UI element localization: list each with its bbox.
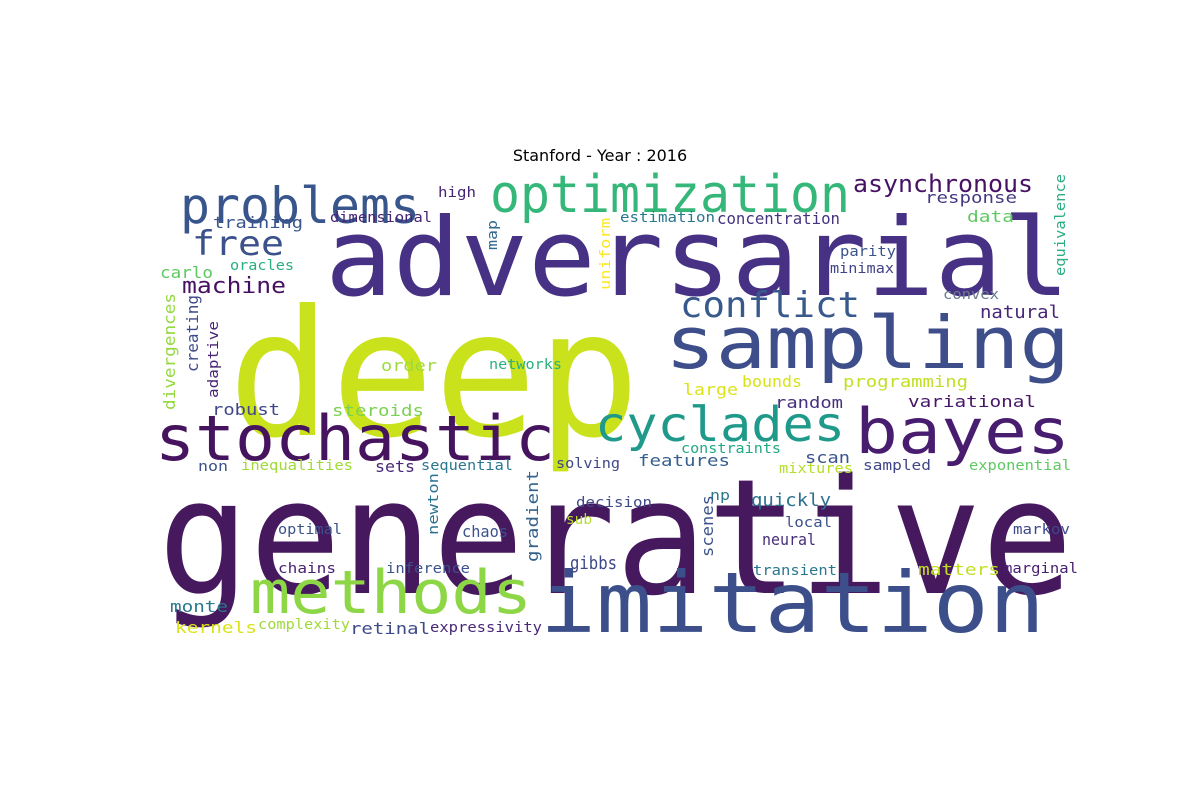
word-sampling: sampling [665, 301, 1070, 385]
word-scan: scan [805, 448, 850, 467]
word-non: non [198, 459, 228, 475]
word-transient: transient [753, 563, 837, 579]
word-conflict: conflict [680, 285, 860, 326]
word-quickly: quickly [751, 490, 831, 511]
word-deep: deep [228, 274, 640, 477]
word-machine: machine [182, 274, 286, 299]
word-decision: decision [576, 495, 652, 511]
word-networks: networks [489, 357, 562, 373]
word-expressivity: expressivity [430, 620, 542, 636]
word-gibbs: gibbs [570, 553, 617, 574]
word-chaos: chaos [462, 522, 508, 541]
word-data: data [967, 207, 1014, 226]
word-sub: sub [566, 512, 592, 528]
word-stochastic: stochastic [155, 402, 555, 475]
word-training: training [213, 213, 303, 232]
word-kernels: kernels [175, 618, 257, 637]
word-divergences: divergences [160, 293, 179, 410]
word-marginal: marginal [1003, 561, 1078, 577]
word-adversarial: adversarial [325, 196, 1070, 321]
chart-title: Stanford - Year : 2016 [512, 146, 688, 165]
word-inference: inference [386, 561, 470, 577]
word-parity: parity [840, 244, 896, 260]
word-dimensional: dimensional [330, 210, 432, 226]
word-minimax: minimax [830, 261, 894, 277]
word-concentration: concentration [717, 209, 840, 228]
word-scenes: scenes [698, 495, 717, 557]
word-np: np [710, 488, 730, 504]
word-sequential: sequential [421, 458, 513, 474]
word-sampled: sampled [863, 458, 931, 474]
word-local: local [785, 515, 832, 531]
word-sets: sets [375, 457, 415, 476]
word-free: free [192, 224, 284, 264]
word-equivalence: equivalence [1053, 174, 1069, 276]
word-cyclades: cyclades [595, 397, 845, 453]
word-random: random [775, 393, 843, 412]
word-problems: problems [180, 177, 420, 235]
word-constraints: constraints [681, 441, 781, 457]
word-inequalities: inequalities [241, 458, 353, 474]
word-bayes: bayes [855, 395, 1070, 468]
word-natural: natural [980, 302, 1060, 323]
word-optimization: optimization [490, 165, 850, 225]
word-chains: chains [278, 561, 336, 577]
word-gradient: gradient [523, 470, 542, 562]
word-optimal: optimal [278, 522, 342, 538]
word-retinal: retinal [350, 619, 430, 638]
word-uniform: uniform [598, 218, 614, 290]
word-exponential: exponential [969, 458, 1071, 474]
word-bounds: bounds [742, 372, 802, 391]
word-complexity: complexity [258, 617, 350, 633]
word-imitation: imitation [540, 554, 1045, 652]
word-adaptive: adaptive [206, 321, 222, 398]
word-matters: matters [918, 560, 1000, 579]
word-features: features [638, 451, 730, 470]
word-large: large [683, 380, 738, 399]
word-monte: monte [170, 597, 228, 616]
word-newton: newton [426, 473, 442, 535]
word-programming: programming [843, 372, 968, 391]
word-carlo: carlo [160, 263, 213, 282]
word-convex: convex [943, 287, 999, 303]
word-map: map [485, 220, 501, 250]
word-variational: variational [908, 392, 1036, 411]
word-solving: solving [556, 456, 620, 472]
word-methods: methods [250, 558, 532, 628]
word-markov: markov [1013, 522, 1070, 538]
word-oracles: oracles [230, 258, 294, 274]
word-order: order [381, 356, 437, 375]
word-creating: creating [183, 295, 202, 372]
word-mixtures: mixtures [779, 461, 853, 477]
word-estimation: estimation [620, 210, 715, 226]
word-generative: generative [158, 444, 1073, 631]
word-high: high [438, 185, 476, 201]
word-robust: robust [212, 400, 280, 419]
word-response: response [925, 188, 1017, 207]
word-neural: neural [762, 530, 816, 549]
word-steroids: steroids [332, 401, 424, 420]
word-asynchronous: asynchronous [853, 170, 1033, 198]
